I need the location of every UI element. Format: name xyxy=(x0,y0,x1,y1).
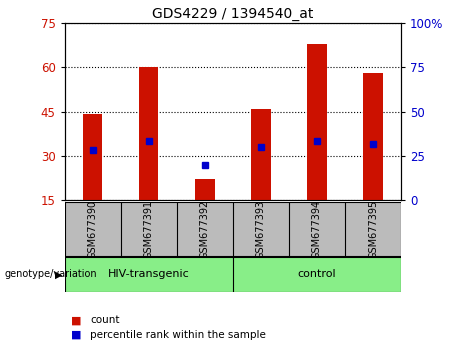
Bar xyxy=(83,114,102,200)
Title: GDS4229 / 1394540_at: GDS4229 / 1394540_at xyxy=(152,7,313,21)
Text: ▶: ▶ xyxy=(55,269,62,279)
Bar xyxy=(307,44,327,200)
Text: GSM677392: GSM677392 xyxy=(200,200,210,259)
Bar xyxy=(251,109,271,200)
Text: percentile rank within the sample: percentile rank within the sample xyxy=(90,330,266,339)
Text: control: control xyxy=(298,269,336,279)
Bar xyxy=(195,179,214,200)
Text: count: count xyxy=(90,315,119,325)
Text: genotype/variation: genotype/variation xyxy=(5,269,97,279)
Text: GSM677391: GSM677391 xyxy=(144,200,154,259)
Text: GSM677394: GSM677394 xyxy=(312,200,322,259)
Text: GSM677390: GSM677390 xyxy=(88,200,98,259)
Text: HIV-transgenic: HIV-transgenic xyxy=(108,269,189,279)
Text: GSM677393: GSM677393 xyxy=(256,200,266,259)
Bar xyxy=(363,73,383,200)
Text: GSM677395: GSM677395 xyxy=(368,200,378,259)
Text: ■: ■ xyxy=(71,330,82,339)
Text: ■: ■ xyxy=(71,315,82,325)
Bar xyxy=(139,67,159,200)
